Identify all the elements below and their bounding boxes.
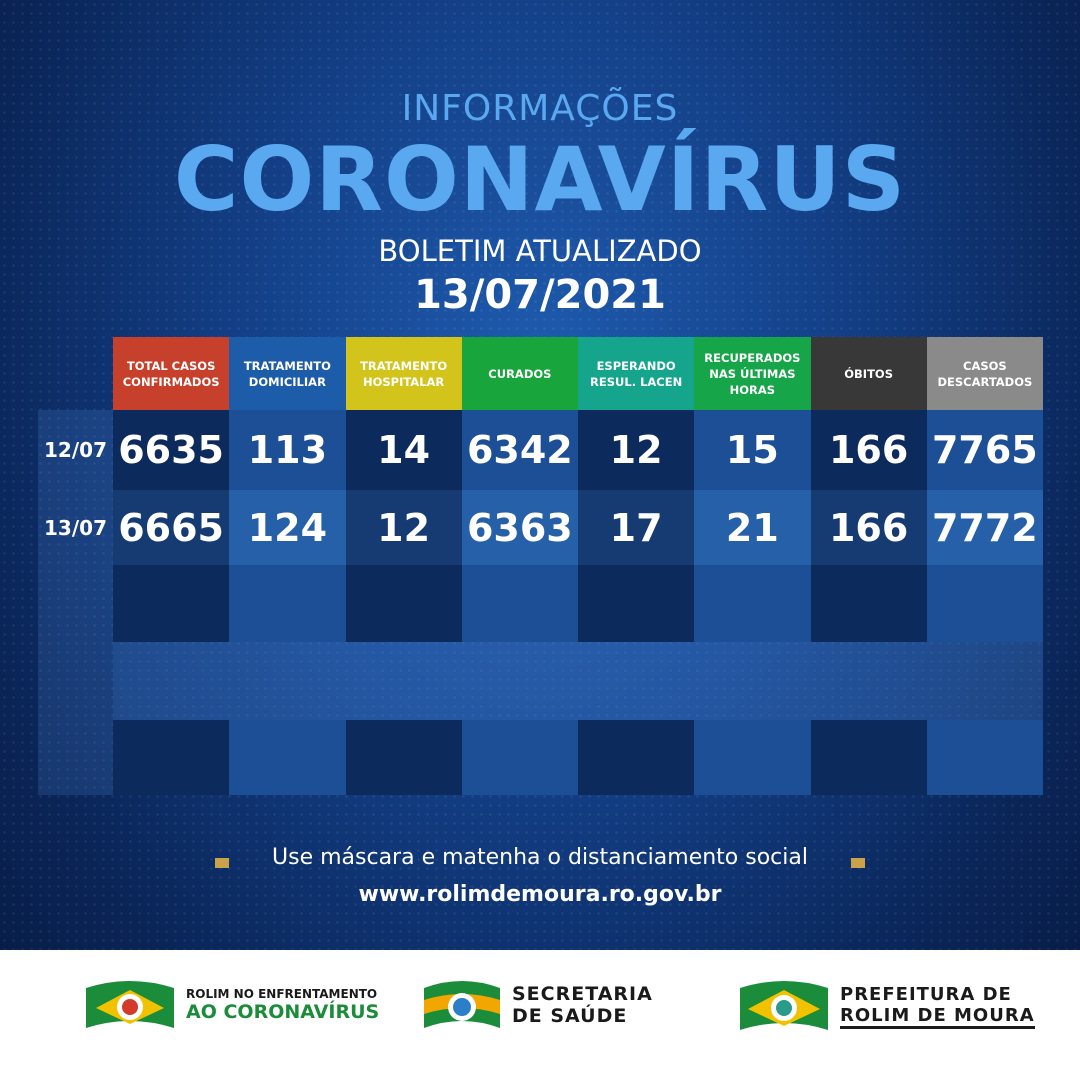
cell-value: 124 — [229, 490, 346, 565]
logo-line: DE SAÚDE — [512, 1005, 628, 1027]
cell-empty — [113, 642, 230, 720]
cell-value: 6665 — [113, 490, 230, 565]
cell-empty — [694, 720, 811, 795]
cell-value: 7772 — [926, 490, 1043, 565]
cell-empty — [694, 642, 811, 720]
cell-empty — [229, 565, 346, 642]
cell-value: 166 — [810, 410, 927, 490]
row-date: 13/07 — [38, 490, 113, 565]
cell-empty — [578, 720, 695, 795]
column-header: TRATAMENTO HOSPITALAR — [345, 337, 462, 410]
row-date-empty — [38, 642, 113, 720]
logo-line: AO CORONAVÍRUS — [186, 1000, 380, 1023]
cell-empty — [229, 720, 346, 795]
cell-empty — [113, 565, 230, 642]
footer-message: Use máscara e matenha o distanciamento s… — [272, 845, 808, 870]
column-header: RECUPERADOS NAS ÚLTIMAS HORAS — [694, 337, 811, 410]
cell-value: 6635 — [113, 410, 230, 490]
cell-empty — [810, 642, 927, 720]
cell-empty — [113, 720, 230, 795]
cell-empty — [345, 565, 462, 642]
logo-band — [0, 950, 1080, 1080]
cell-value: 6342 — [461, 410, 578, 490]
data-table: TOTAL CASOS CONFIRMADOS TRATAMENTO DOMICI… — [38, 337, 1043, 795]
title: CORONAVÍRUS — [173, 128, 907, 231]
cell-empty — [578, 565, 695, 642]
cell-empty — [926, 642, 1043, 720]
cell-value: 6363 — [461, 490, 578, 565]
logo-flag — [86, 981, 174, 1028]
cell-empty — [345, 642, 462, 720]
cell-empty — [926, 565, 1043, 642]
cell-value: 15 — [694, 410, 811, 490]
column-header: CASOS DESCARTADOS — [926, 337, 1043, 410]
cell-empty — [926, 720, 1043, 795]
column-header: ESPERANDO RESUL. LACEN — [578, 337, 695, 410]
cell-value: 17 — [578, 490, 695, 565]
row-date-empty — [38, 720, 113, 795]
logo-line: SECRETARIA — [512, 983, 653, 1006]
column-header: TOTAL CASOS CONFIRMADOS — [113, 337, 230, 410]
corner — [38, 337, 113, 410]
row-date: 12/07 — [38, 410, 113, 490]
subtitle: BOLETIM ATUALIZADO — [378, 234, 702, 268]
cell-value: 113 — [229, 410, 346, 490]
column-header: ÓBITOS — [810, 337, 927, 410]
cell-value: 7765 — [926, 410, 1043, 490]
logo: SECRETARIA DE SAÚDE — [422, 978, 653, 1034]
cell-empty — [461, 565, 578, 642]
cell-value: 12 — [345, 490, 462, 565]
logo: PREFEITURA DE ROLIM DE MOURA — [738, 978, 1035, 1036]
icon — [215, 858, 229, 868]
kicker: INFORMAÇÕES — [401, 88, 679, 129]
row-date-empty — [38, 565, 113, 642]
cell-empty — [461, 642, 578, 720]
column-header: CURADOS — [461, 337, 578, 410]
cell-value: 166 — [810, 490, 927, 565]
logo-flag — [424, 981, 500, 1028]
cell-empty — [578, 642, 695, 720]
logo-flag — [740, 981, 828, 1030]
bulletin-date: 13/07/2021 — [414, 272, 666, 318]
icon — [851, 858, 865, 868]
logo-line: ROLIM DE MOURA — [840, 1004, 1035, 1026]
cell-empty — [810, 720, 927, 795]
footer-url: www.rolimdemoura.ro.gov.br — [358, 882, 722, 907]
cell-empty — [229, 642, 346, 720]
logo-line: ROLIM NO ENFRENTAMENTO — [186, 987, 378, 1002]
cell-empty — [345, 720, 462, 795]
cell-empty — [461, 720, 578, 795]
logo-line: PREFEITURA DE — [840, 983, 1012, 1005]
cell-empty — [694, 565, 811, 642]
cell-value: 12 — [578, 410, 695, 490]
column-header: TRATAMENTO DOMICILIAR — [229, 337, 346, 410]
logo: ROLIM NO ENFRENTAMENTO AO CORONAVÍRUS — [84, 978, 379, 1034]
cell-value: 21 — [694, 490, 811, 565]
cell-value: 14 — [345, 410, 462, 490]
cell-empty — [810, 565, 927, 642]
